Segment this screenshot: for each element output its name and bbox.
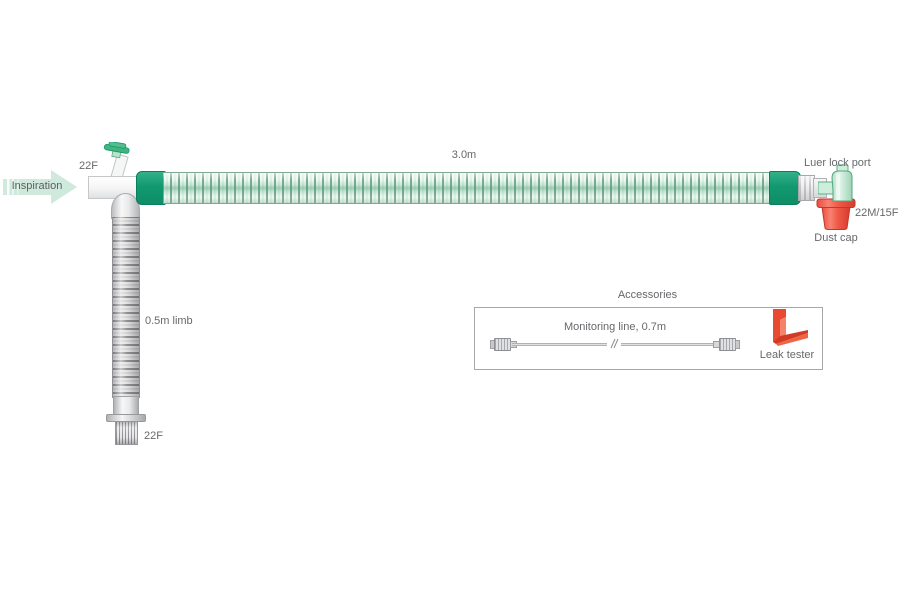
limb-end-size-label: 22F [144,430,163,442]
tube-cuff-left [136,171,166,205]
line-break-icon [607,338,621,349]
elbow-connector [818,164,853,202]
accessories-title: Accessories [617,289,678,301]
main-tube-length-label: 3.0m [451,149,477,161]
limb-end-fitting [115,421,138,445]
monitoring-line-label: Monitoring line, 0.7m [563,321,667,333]
accessories-box [474,307,823,370]
machine-end-size-label: 22M/15F [855,207,899,219]
patient-port-size-label: 22F [79,160,98,172]
inspiration-label: Inspiration [11,180,63,192]
leak-tester-label: Leak tester [759,349,815,361]
monitoring-line-connector-left [494,338,511,351]
tube-cuff-right [769,171,801,205]
limb-length-label: 0.5m limb [145,315,193,327]
main-corrugated-tube [163,172,770,204]
luer-lock-port-label: Luer lock port [804,157,871,169]
inspiration-arrow-icon [3,170,77,204]
monitoring-line-connector-right [719,338,736,351]
monitoring-line-tip-right [735,340,740,349]
limb-top-connector [111,193,140,219]
limb-corrugated-tube [112,217,140,398]
luer-cap-icon [103,142,130,180]
leak-tester-icon [773,309,808,346]
dust-cap-label: Dust cap [814,232,858,244]
